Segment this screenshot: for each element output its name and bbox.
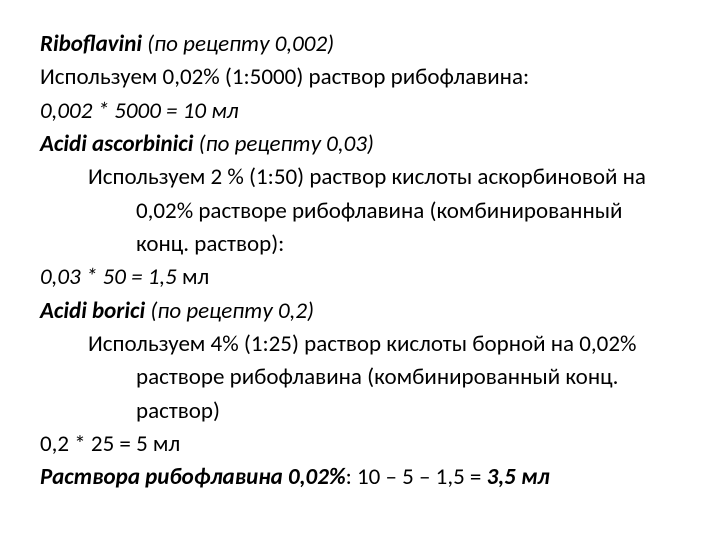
- line-borici-calc: 0,2 * 25 = 5 мл: [40, 428, 680, 461]
- ascorbinici-name: Acidi ascorbinici: [40, 130, 193, 158]
- line-result: Раствора рибофлавина 0,02%: 10 – 5 – 1,5…: [40, 461, 680, 494]
- riboflavini-dose: (по рецепту 0,002): [142, 30, 334, 58]
- borici-dose: (по рецепту 0,2): [145, 297, 314, 325]
- riboflavini-name: Riboflavini: [40, 30, 142, 58]
- line-riboflavini-title: Riboflavini (по рецепту 0,002): [40, 28, 680, 61]
- slide-content: Riboflavini (по рецепту 0,002) Используе…: [0, 0, 720, 540]
- result-expr: : 10 – 5 – 1,5 =: [346, 463, 487, 491]
- line-ascorbinici-calc: 0,03 * 50 = 1,5 мл: [40, 261, 680, 294]
- result-label: Раствора рибофлавина 0,02%: [40, 463, 346, 491]
- ascorbinici-dose: (по рецепту 0,03): [193, 130, 373, 158]
- line-riboflavini-calc: 0,002 * 5000 = 10 мл: [40, 95, 680, 128]
- line-borici-use: Используем 4% (1:25) раствор кислоты бор…: [88, 328, 680, 428]
- ascorbinici-calc-val: 0,03 * 50 = 1,5: [40, 263, 182, 291]
- line-riboflavini-use: Используем 0,02% (1:5000) раствор рибофл…: [40, 61, 680, 94]
- borici-name: Acidi borici: [40, 297, 145, 325]
- ascorbinici-calc-unit: мл: [182, 263, 209, 291]
- line-borici-title: Acidi borici (по рецепту 0,2): [40, 295, 680, 328]
- line-ascorbinici-use: Используем 2 % (1:50) раствор кислоты ас…: [88, 161, 680, 261]
- result-value: 3,5 мл: [487, 463, 550, 491]
- line-ascorbinici-title: Acidi ascorbinici (по рецепту 0,03): [40, 128, 680, 161]
